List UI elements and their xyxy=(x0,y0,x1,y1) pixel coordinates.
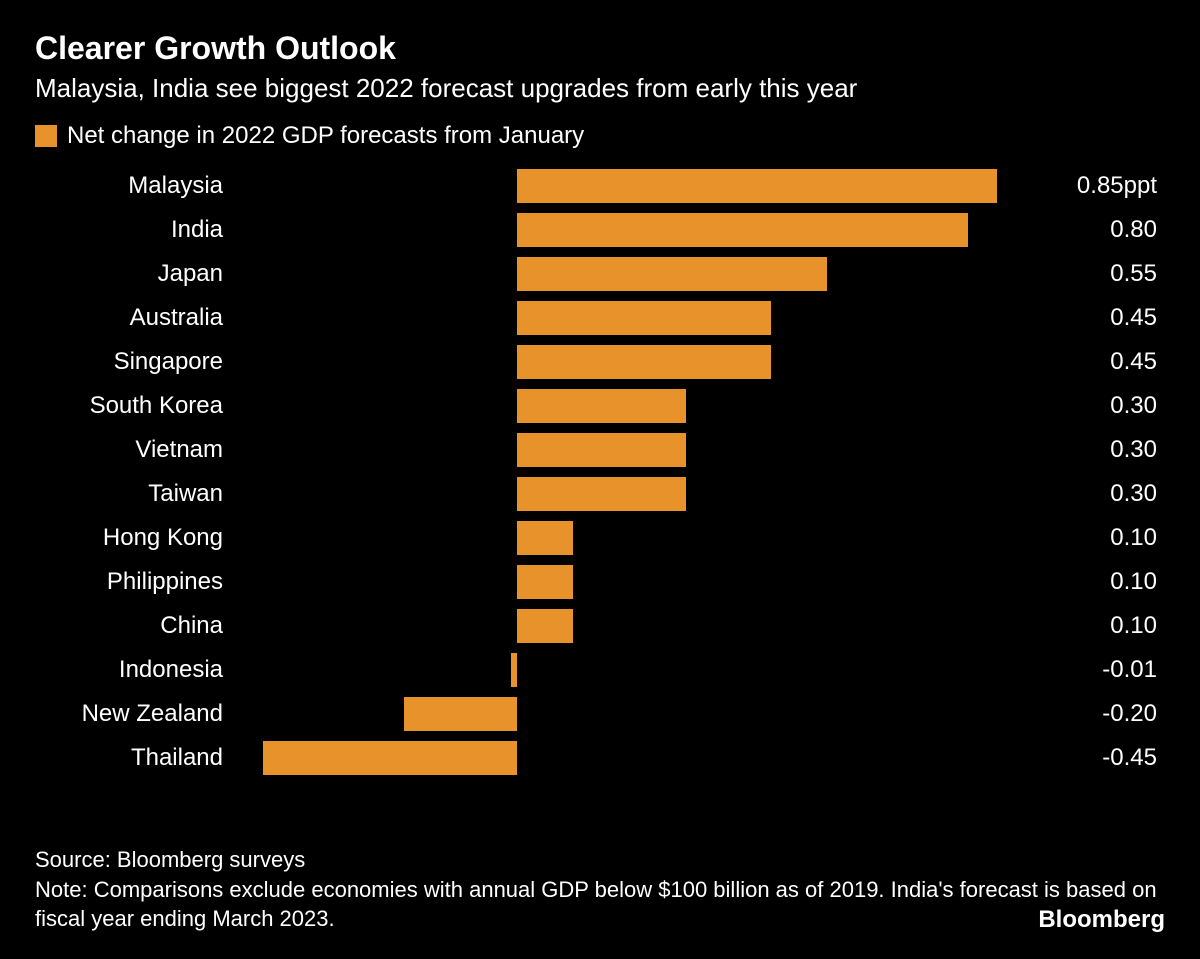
bar-value-label: 0.55 xyxy=(1025,260,1165,288)
bar-value-label: 0.10 xyxy=(1025,612,1165,640)
brand-label: Bloomberg xyxy=(1038,906,1165,934)
bar-value-label: 0.30 xyxy=(1025,392,1165,420)
bar-track xyxy=(235,648,1025,692)
bar-category-label: Hong Kong xyxy=(35,524,235,552)
bar-category-label: Australia xyxy=(35,304,235,332)
chart-title: Clearer Growth Outlook xyxy=(35,30,1165,67)
bar-category-label: Thailand xyxy=(35,744,235,772)
bars-area: Malaysia 0.85ppt India 0.80 Japan 0.55 Austral… xyxy=(35,164,1165,780)
bar-row: New Zealand -0.20 xyxy=(35,692,1165,736)
bar-row: India 0.80 xyxy=(35,208,1165,252)
bar-value-label: 0.30 xyxy=(1025,480,1165,508)
bar-value-label: 0.85ppt xyxy=(1025,172,1165,200)
bar-value-label: 0.80 xyxy=(1025,216,1165,244)
bar-category-label: Vietnam xyxy=(35,436,235,464)
chart-footer: Source: Bloomberg surveys Note: Comparis… xyxy=(35,845,1165,934)
bar-row: Australia 0.45 xyxy=(35,296,1165,340)
bar-track xyxy=(235,516,1025,560)
bar-value-label: 0.45 xyxy=(1025,348,1165,376)
bar-row: Singapore 0.45 xyxy=(35,340,1165,384)
bar-category-label: Indonesia xyxy=(35,656,235,684)
legend: Net change in 2022 GDP forecasts from Ja… xyxy=(35,122,1165,150)
bar-rect xyxy=(517,433,686,467)
bar-value-label: 0.10 xyxy=(1025,524,1165,552)
note-text: Note: Comparisons exclude economies with… xyxy=(35,875,1165,934)
bar-category-label: Philippines xyxy=(35,568,235,596)
bar-track xyxy=(235,384,1025,428)
bar-rect xyxy=(517,257,827,291)
bar-category-label: Malaysia xyxy=(35,172,235,200)
bar-rect xyxy=(517,521,573,555)
bar-track xyxy=(235,296,1025,340)
bar-category-label: India xyxy=(35,216,235,244)
bar-value-label: -0.20 xyxy=(1025,700,1165,728)
bar-rect xyxy=(263,741,517,775)
bar-track xyxy=(235,340,1025,384)
bar-value-label: 0.10 xyxy=(1025,568,1165,596)
bar-row: Taiwan 0.30 xyxy=(35,472,1165,516)
bar-category-label: China xyxy=(35,612,235,640)
bar-rect xyxy=(517,565,573,599)
bar-category-label: New Zealand xyxy=(35,700,235,728)
bar-row: South Korea 0.30 xyxy=(35,384,1165,428)
bar-rect xyxy=(517,169,997,203)
bar-category-label: Japan xyxy=(35,260,235,288)
bar-track xyxy=(235,736,1025,780)
bar-track xyxy=(235,472,1025,516)
legend-label: Net change in 2022 GDP forecasts from Ja… xyxy=(67,122,584,150)
bar-rect xyxy=(517,389,686,423)
bar-rect xyxy=(517,477,686,511)
chart-subtitle: Malaysia, India see biggest 2022 forecas… xyxy=(35,73,1165,104)
bar-rect xyxy=(404,697,517,731)
legend-swatch xyxy=(35,125,57,147)
bar-row: Hong Kong 0.10 xyxy=(35,516,1165,560)
bar-rect xyxy=(517,345,771,379)
bar-rect xyxy=(511,653,517,687)
bar-row: Vietnam 0.30 xyxy=(35,428,1165,472)
bar-track xyxy=(235,208,1025,252)
bar-category-label: Taiwan xyxy=(35,480,235,508)
bar-category-label: South Korea xyxy=(35,392,235,420)
bar-value-label: -0.45 xyxy=(1025,744,1165,772)
bar-row: Thailand -0.45 xyxy=(35,736,1165,780)
bar-row: Philippines 0.10 xyxy=(35,560,1165,604)
bar-row: Malaysia 0.85ppt xyxy=(35,164,1165,208)
bar-rect xyxy=(517,213,968,247)
bar-track xyxy=(235,560,1025,604)
bar-value-label: -0.01 xyxy=(1025,656,1165,684)
bar-value-label: 0.45 xyxy=(1025,304,1165,332)
bar-row: China 0.10 xyxy=(35,604,1165,648)
bar-track xyxy=(235,252,1025,296)
bar-track xyxy=(235,692,1025,736)
source-text: Source: Bloomberg surveys xyxy=(35,845,1165,875)
bar-value-label: 0.30 xyxy=(1025,436,1165,464)
bar-track xyxy=(235,428,1025,472)
bar-rect xyxy=(517,301,771,335)
bar-category-label: Singapore xyxy=(35,348,235,376)
chart-container: Clearer Growth Outlook Malaysia, India s… xyxy=(0,0,1200,959)
bar-row: Indonesia -0.01 xyxy=(35,648,1165,692)
bar-track xyxy=(235,604,1025,648)
bar-rect xyxy=(517,609,573,643)
bar-track xyxy=(235,164,1025,208)
bar-row: Japan 0.55 xyxy=(35,252,1165,296)
